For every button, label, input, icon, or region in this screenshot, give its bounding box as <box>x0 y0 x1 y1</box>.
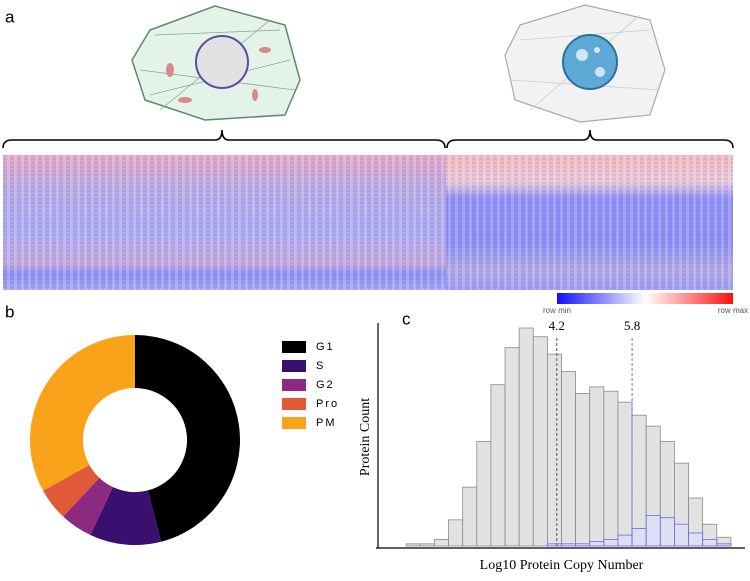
histogram-bar <box>589 541 605 547</box>
histogram-bar <box>546 353 562 547</box>
legend-label: S <box>316 360 325 372</box>
histogram-bar <box>716 543 732 547</box>
histogram-bar <box>546 543 562 547</box>
bracket <box>446 129 734 149</box>
histogram-bar <box>532 336 548 547</box>
histogram-bar <box>702 539 718 547</box>
histogram-bar <box>645 515 661 547</box>
histogram-bar <box>631 414 647 547</box>
histogram-bar <box>575 543 591 547</box>
panel-label: b <box>5 302 14 321</box>
colorbar <box>557 293 733 304</box>
cell-illustration <box>504 4 666 123</box>
histogram-bar <box>575 392 591 547</box>
histogram-bar <box>448 519 464 547</box>
pie-slice <box>135 335 240 542</box>
reference-label: 5.8 <box>624 318 640 333</box>
histogram-bar <box>659 517 675 547</box>
histogram-bar <box>476 440 492 547</box>
histogram-bar <box>688 532 704 547</box>
histogram-bar <box>674 523 689 547</box>
histogram-bar <box>603 390 619 547</box>
histogram-bar <box>462 486 478 547</box>
legend-swatch <box>282 341 306 353</box>
legend-swatch <box>282 379 306 391</box>
legend-label: PM <box>316 417 337 429</box>
panel-label: a <box>5 7 15 26</box>
histogram-bar <box>490 384 506 547</box>
pie-slice <box>90 487 162 546</box>
pie-slice <box>42 465 100 517</box>
colorbar-label: row min <box>543 306 571 315</box>
legend-label: G1 <box>316 341 335 353</box>
histogram-bar <box>603 539 619 547</box>
legend-swatch <box>282 417 306 429</box>
panel-label: c <box>402 309 411 328</box>
legend-label: G2 <box>316 379 335 391</box>
bracket <box>2 129 446 149</box>
heatmap <box>3 155 733 290</box>
histogram-bar <box>631 528 647 547</box>
legend-swatch <box>282 360 306 372</box>
histogram-bar <box>617 401 633 547</box>
histogram-bar <box>589 386 605 547</box>
histogram-bar <box>405 543 421 547</box>
histogram-bar <box>561 371 577 547</box>
histogram-bar <box>504 347 520 547</box>
histogram-bar <box>561 543 577 547</box>
histogram-bar <box>518 327 534 547</box>
pie-slice <box>63 477 113 536</box>
legend-swatch <box>282 398 306 410</box>
histogram-bar <box>419 543 435 547</box>
reference-label: 4.2 <box>549 318 565 333</box>
histogram-bar <box>617 534 633 547</box>
legend-label: Pro <box>316 398 339 410</box>
y-axis-label: Protein Count <box>358 398 373 476</box>
pie-slice <box>30 335 135 491</box>
x-axis-label: Log10 Protein Copy Number <box>480 558 644 573</box>
colorbar-label: row max <box>718 306 748 315</box>
histogram-bar <box>434 539 449 547</box>
cell-illustration <box>131 5 301 121</box>
